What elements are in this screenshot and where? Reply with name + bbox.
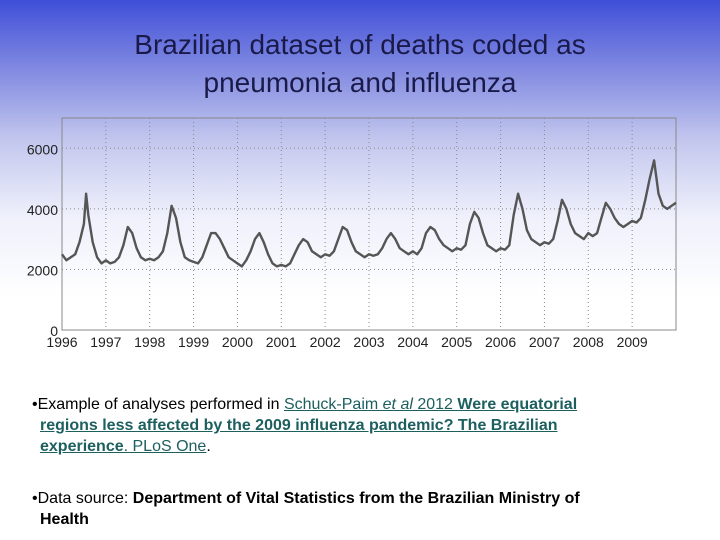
x-tick-label-1998: 1998 xyxy=(134,334,165,350)
y-tick-label-4000: 4000 xyxy=(27,202,58,218)
y-axis: 0 2000 4000 6000 xyxy=(27,141,58,339)
x-tick-label-2003: 2003 xyxy=(353,334,384,350)
x-tick-label-2007: 2007 xyxy=(529,334,560,350)
data-source-1: Department of Vital Statistics from the … xyxy=(132,490,580,507)
slide-title-line-2: pneumonia and influenza xyxy=(203,67,517,98)
journal-link[interactable]: PLoS One xyxy=(132,438,207,455)
y-tick-label-6000: 6000 xyxy=(27,141,58,157)
series-line-deaths xyxy=(61,159,677,268)
citation-link[interactable]: Schuck-Paim et al 2012 Were equatorial xyxy=(284,396,577,413)
article-title-1: Were equatorial xyxy=(457,396,578,413)
note1-end: . xyxy=(206,438,211,455)
x-tick-label-2002: 2002 xyxy=(310,334,341,350)
x-tick-label-2001: 2001 xyxy=(266,334,297,350)
citation-author: Schuck-Paim xyxy=(283,396,383,413)
x-tick-label-2004: 2004 xyxy=(397,334,428,350)
x-tick-label-1996: 1996 xyxy=(46,334,77,350)
citation-year: 2012 xyxy=(412,396,458,413)
note2-prefix: Data source: xyxy=(37,490,133,507)
plot-frame xyxy=(61,117,677,331)
y-tick-label-2000: 2000 xyxy=(27,262,58,278)
note-data-source: •Data source: Department of Vital Statis… xyxy=(32,488,672,530)
x-tick-label-2008: 2008 xyxy=(573,334,604,350)
article-title-3[interactable]: experience xyxy=(40,438,124,455)
y-tick-label-0: 0 xyxy=(50,323,58,339)
data-source-2: Health xyxy=(40,511,89,528)
x-tick-label-1997: 1997 xyxy=(90,334,121,350)
x-tick-label-2009: 2009 xyxy=(617,334,648,350)
pneumonia-influenza-chart: 0 2000 4000 6000 1996 1997 1998 1999 2000 2001 20… xyxy=(27,117,677,350)
note2-bullet: • xyxy=(32,490,38,507)
article-title-2[interactable]: regions less affected by the 2009 influe… xyxy=(40,417,558,434)
note-example-analysis: •Example of analyses performed in Schuck… xyxy=(32,394,672,457)
citation-etal: et al xyxy=(382,396,413,413)
note1-bullet: • xyxy=(32,396,38,413)
grid-layer xyxy=(62,118,676,330)
note1-prefix: Example of analyses performed in xyxy=(37,396,284,413)
note1-sep: . xyxy=(123,438,133,455)
x-tick-label-2006: 2006 xyxy=(485,334,516,350)
x-tick-label-1999: 1999 xyxy=(178,334,209,350)
x-tick-label-2005: 2005 xyxy=(441,334,472,350)
x-tick-label-2000: 2000 xyxy=(222,334,253,350)
slide-title-line-1: Brazilian dataset of deaths coded as xyxy=(134,29,586,60)
x-axis: 1996 1997 1998 1999 2000 2001 2002 2003 2004 2005… xyxy=(46,334,648,350)
slide-title: Brazilian dataset of deaths coded as pne… xyxy=(60,26,660,102)
